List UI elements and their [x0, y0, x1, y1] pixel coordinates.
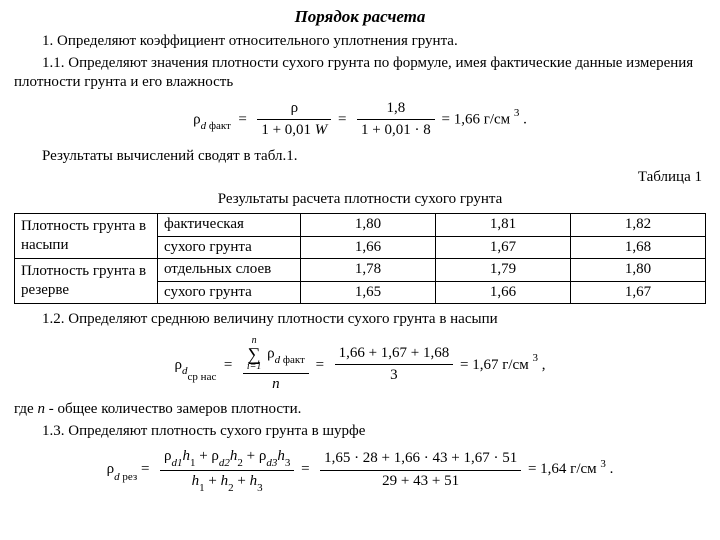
eq1-f1-num: ρ: [257, 99, 331, 120]
eq2-frac-1: n ∑ i=1 ρd факт n: [243, 336, 309, 395]
sigma-icon: n ∑ i=1: [247, 336, 262, 372]
eq3-f2-num: 1,65 · 28 + 1,66 · 43 + 1,67 · 51: [320, 449, 521, 470]
where-a: где: [14, 401, 37, 417]
table-row: Плотность грунта в насыпи фактическая 1,…: [15, 214, 706, 237]
equation-2: ρdср нас = n ∑ i=1 ρd факт n = 1,66 + 1,…: [14, 336, 706, 395]
para-where: где n - общее количество замеров плотнос…: [14, 400, 706, 420]
para-1-2: 1.2. Определяют среднюю величину плотнос…: [14, 310, 706, 330]
cell: 1,65: [301, 281, 436, 304]
eq1-lhs-rho: ρ: [193, 111, 201, 127]
eq1-frac-1: ρ 1 + 0,01 W: [257, 99, 331, 141]
eq2-lhs-rho: ρ: [175, 356, 183, 372]
eq2-f2-num: 1,66 + 1,67 + 1,68: [335, 344, 454, 365]
eq3-lhs-sub-rez: рез: [122, 471, 137, 483]
cell: 1,81: [436, 214, 571, 237]
cell: 1,68: [571, 236, 706, 259]
eq1-f2-den: 1 + 0,01 · 8: [357, 119, 435, 141]
para-1-1-text: 1.1. Определяют значения плотности сухог…: [14, 55, 693, 91]
cell-group-0: Плотность грунта в насыпи: [15, 214, 158, 259]
eq3-frac-1: ρd1h1 + ρd2h2 + ρd3h3 h1 + h2 + h3: [160, 447, 294, 493]
table-1: Плотность грунта в насыпи фактическая 1,…: [14, 213, 706, 304]
eq1-exp: 3: [514, 107, 520, 119]
eq3-lhs-sub-d: d: [114, 471, 120, 483]
cell-group-2: Плотность грунта в резерве: [15, 259, 158, 304]
eq1-f2-num: 1,8: [357, 99, 435, 120]
equation-1: ρd факт = ρ 1 + 0,01 W = 1,8 1 + 0,01 · …: [14, 99, 706, 141]
where-b: - общее количество замеров плотности.: [45, 401, 301, 417]
eq2-dot: ,: [538, 356, 546, 372]
eq2-lhs-sub2: ср нас: [188, 371, 217, 383]
eq3-exp: 3: [600, 458, 606, 470]
cell-sub: отдельных слоев: [158, 259, 301, 282]
eq1-lhs-sub-fakt: факт: [209, 120, 231, 132]
eq2-sum-bot: i=1: [247, 362, 262, 372]
eq3-lhs-rho: ρ: [107, 462, 115, 478]
where-n: n: [37, 401, 45, 417]
eq1-f1-den-a: 1 + 0,01: [261, 122, 311, 138]
cell: 1,66: [301, 236, 436, 259]
cell: 1,79: [436, 259, 571, 282]
eq3-result: = 1,64 г/см: [528, 462, 597, 478]
eq3-frac-2: 1,65 · 28 + 1,66 · 43 + 1,67 · 51 29 + 4…: [320, 449, 521, 491]
para-1: 1. Определяют коэффициент относительного…: [14, 32, 706, 52]
eq1-frac-2: 1,8 1 + 0,01 · 8: [357, 99, 435, 141]
eq2-frac-2: 1,66 + 1,67 + 1,68 3: [335, 344, 454, 386]
cell: 1,82: [571, 214, 706, 237]
table-1-label: Таблица 1: [14, 168, 702, 188]
eq2-num-sub-fakt: факт: [283, 354, 305, 366]
eq1-lhs-sub-d: d: [201, 120, 207, 132]
eq2-result: = 1,67 г/см: [460, 356, 529, 372]
cell-sub: сухого грунта: [158, 281, 301, 304]
eq2-num-rho: ρ: [267, 345, 275, 361]
eq3-dot: .: [606, 462, 614, 478]
cell: 1,67: [571, 281, 706, 304]
eq2-lhs-sub-d: d: [182, 365, 188, 377]
para-results-1: Результаты вычислений сводят в табл.1.: [14, 147, 706, 167]
cell: 1,80: [571, 259, 706, 282]
cell: 1,78: [301, 259, 436, 282]
page-title: Порядок расчета: [14, 6, 706, 28]
cell-sub: сухого грунта: [158, 236, 301, 259]
eq1-dot: .: [519, 111, 527, 127]
eq2-num-sub-d: d: [275, 354, 281, 366]
eq2-f2-den: 3: [335, 364, 454, 386]
cell-sub: фактическая: [158, 214, 301, 237]
table-1-caption: Результаты расчета плотности сухого грун…: [14, 190, 706, 210]
table-row: Плотность грунта в резерве отдельных сло…: [15, 259, 706, 282]
eq3-f2-den: 29 + 43 + 51: [320, 470, 521, 492]
equation-3: ρd рез = ρd1h1 + ρd2h2 + ρd3h3 h1 + h2 +…: [14, 447, 706, 493]
para-1-3: 1.3. Определяют плотность сухого грунта …: [14, 422, 706, 442]
eq2-exp: 3: [532, 352, 538, 364]
cell: 1,66: [436, 281, 571, 304]
eq1-f1-den-w: W: [315, 122, 328, 138]
cell: 1,80: [301, 214, 436, 237]
para-1-1-a: 1.1. Определяют значения плотности сухог…: [14, 54, 706, 93]
cell: 1,67: [436, 236, 571, 259]
eq2-den-n: n: [243, 373, 309, 395]
eq1-result: = 1,66 г/см: [441, 111, 510, 127]
